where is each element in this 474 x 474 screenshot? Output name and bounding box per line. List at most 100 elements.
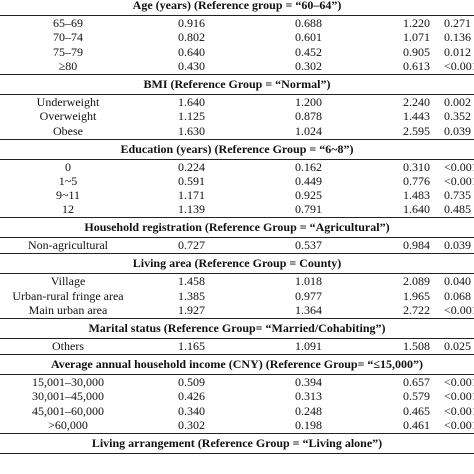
cell: 1.640 [403,202,430,217]
cell: 1.385 [178,288,205,303]
cell: 0.601 [295,30,322,45]
cell: 0.802 [178,30,205,45]
row-label: Others [52,339,84,353]
row-label: 70–74 [53,30,83,45]
cell: 0.776 [403,173,430,188]
cell: 0.485 [444,202,471,217]
rule [0,138,474,140]
row-label: 45,001–60,000 [32,403,104,418]
cell: 2.089 [403,274,430,289]
cell: 1.927 [178,303,205,317]
cell: 0.878 [295,109,322,124]
cell: 1.508 [403,339,430,353]
rule [0,217,474,219]
cell: 0.302 [295,58,322,73]
rule [0,338,474,339]
cell: 1.364 [295,303,322,317]
cell: <0.001 [444,303,474,317]
cell: 0.579 [403,389,430,404]
rule [0,93,474,95]
row-label: 9~11 [55,188,81,203]
row-label: 75–79 [53,44,83,59]
rule [0,318,474,319]
cell: 1.483 [403,188,430,203]
cell: 0.352 [444,109,471,124]
cell: 0.224 [178,159,205,174]
cell: 0.613 [403,58,430,73]
section-title: Household registration (Reference Group … [84,220,390,235]
cell: 1.091 [295,339,322,353]
cell: 0.688 [295,16,322,30]
cell: 0.449 [295,173,322,188]
cell: <0.001 [444,58,474,73]
cell: <0.001 [444,173,474,188]
cell: 0.039 [444,238,471,253]
row-label: >60,000 [48,417,88,432]
cell: 0.426 [178,389,205,404]
row-label: Main urban area [28,303,108,317]
row-label: 0 [65,159,71,174]
cell: 0.198 [295,417,322,432]
cell: 0.640 [178,44,205,59]
cell: 1.220 [403,16,430,30]
cell: 1.458 [178,274,205,289]
cell: 0.248 [295,403,322,418]
row-label: ≥80 [58,58,78,73]
cell: 2.722 [403,303,430,317]
cell: 0.984 [403,238,430,253]
cell: 0.012 [444,44,471,59]
cell: 0.905 [403,44,430,59]
cell: <0.001 [444,375,474,389]
cell: 0.040 [444,274,471,289]
rule [0,158,474,160]
row-label: Village [50,274,86,289]
cell: 0.136 [444,30,471,45]
cell: 0.162 [295,159,322,174]
rule [0,73,474,75]
section-title: Living arrangement (Reference Group = “L… [91,435,383,450]
cell: 0.509 [178,375,205,389]
section-title: BMI (Reference Group = “Normal”) [143,76,331,91]
cell: <0.001 [444,417,474,432]
cell: 0.925 [295,188,322,203]
rule [0,354,474,355]
cell: 0.657 [403,375,430,389]
cell: 2.240 [403,94,430,109]
cell: 0.068 [444,288,471,303]
cell: 0.025 [444,339,471,353]
row-label: 15,001–30,000 [32,375,104,389]
cell: 1.024 [295,123,322,138]
cell: 0.271 [444,16,471,30]
cell: 0.916 [178,16,205,30]
section-title: Average annual household income (CNY) (R… [50,357,424,371]
cell: <0.001 [444,403,474,418]
cell: 1.965 [403,288,430,303]
cell: <0.001 [444,389,474,404]
row-label: 30,001–45,000 [32,389,104,404]
rule [0,374,474,375]
section-title: Education (years) (Reference Group = “6~… [120,141,354,156]
cell: <0.001 [444,159,474,174]
cell: 1.071 [403,30,430,45]
cell: 0.452 [295,44,322,59]
section-title: Marital status (Reference Group= “Marrie… [88,321,386,335]
cell: 0.310 [403,159,430,174]
row-label: Overweight [39,109,97,124]
cell: 2.595 [403,123,430,138]
row-label: Obese [53,123,83,138]
cell: 0.340 [178,403,205,418]
cell: 0.591 [178,173,205,188]
cell: 1.443 [403,109,430,124]
cell: 1.165 [178,339,205,353]
rule [0,237,474,239]
cell: 0.977 [295,288,322,303]
row-label: 12 [62,202,74,217]
cell: 0.313 [295,389,322,404]
rule [0,432,474,434]
cell: 0.537 [295,238,322,253]
cell: 1.125 [178,109,205,124]
cell: 1.630 [178,123,205,138]
cell: 0.039 [444,123,471,138]
cell: 0.430 [178,58,205,73]
